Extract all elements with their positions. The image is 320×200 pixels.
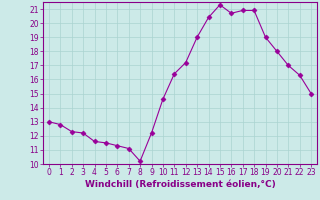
- X-axis label: Windchill (Refroidissement éolien,°C): Windchill (Refroidissement éolien,°C): [84, 180, 276, 189]
